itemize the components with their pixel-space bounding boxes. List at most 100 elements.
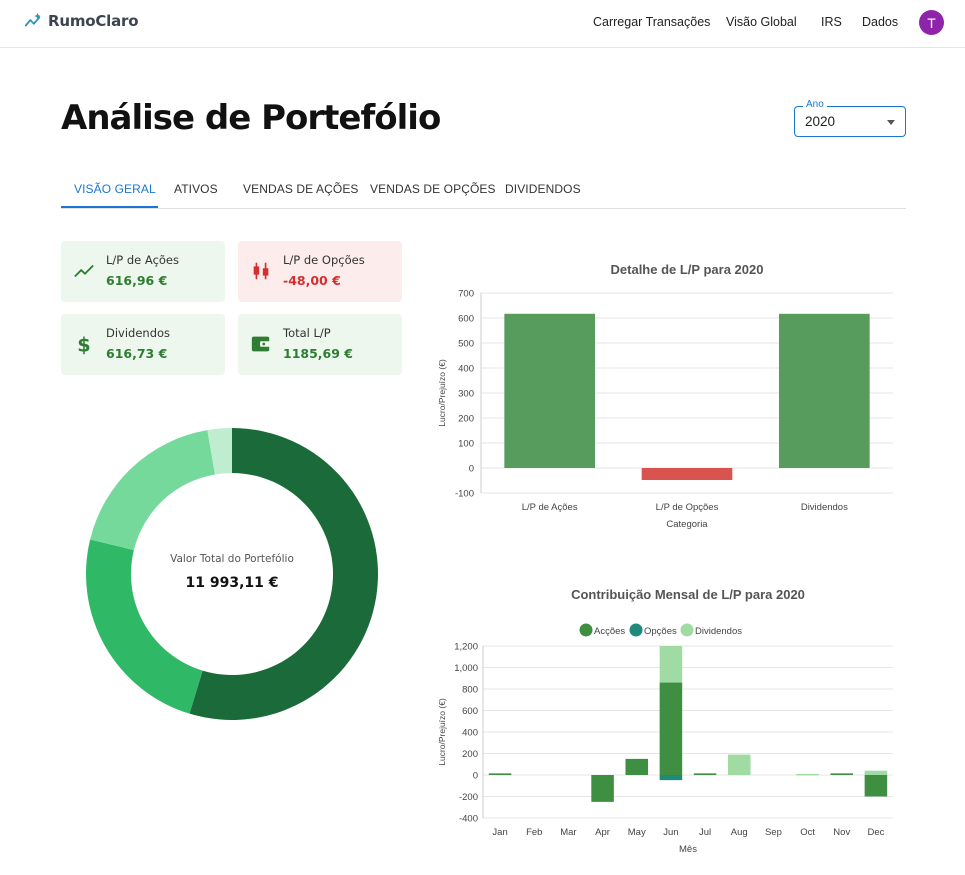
kpi-card-lp-acoes: L/P de Ações 616,96 € [61, 241, 225, 302]
y-tick-label: 0 [473, 771, 478, 782]
tab-bar: VISÃO GERAL ATIVOS VENDAS DE AÇÕES VENDA… [61, 170, 906, 209]
x-axis-label: Mês [679, 844, 697, 855]
y-tick-label: 200 [462, 749, 478, 760]
bar-segment [488, 773, 512, 775]
x-tick-label: Oct [800, 827, 815, 838]
y-tick-label: 300 [458, 389, 474, 400]
legend-swatch [579, 623, 593, 637]
kpi-value: 616,96 € [106, 273, 168, 288]
kpi-card-dividendos: $ Dividendos 616,73 € [61, 314, 225, 375]
chart-title: Contribuição Mensal de L/P para 2020 [571, 587, 805, 602]
y-tick-label: 600 [458, 314, 474, 325]
year-select[interactable]: Ano 2020 [794, 99, 906, 137]
legend-label: Dividendos [695, 626, 742, 637]
y-tick-label: 600 [462, 706, 478, 717]
x-tick-label: Aug [731, 827, 748, 838]
bar-segment [864, 770, 888, 775]
x-tick-label: Jun [663, 827, 678, 838]
tab-dividendos[interactable]: DIVIDENDOS [505, 182, 581, 196]
legend-label: Opções [644, 626, 677, 637]
y-tick-label: 800 [462, 685, 478, 696]
x-tick-label: L/P de Ações [522, 502, 578, 513]
kpi-value: 616,73 € [106, 346, 168, 361]
y-tick-label: -400 [459, 814, 478, 825]
bar [641, 468, 733, 480]
nav-link-visao-global[interactable]: Visão Global [726, 15, 797, 29]
y-tick-label: 400 [458, 364, 474, 375]
donut-slice [189, 428, 378, 720]
bar-segment [727, 754, 751, 775]
brand-name: RumoClaro [48, 12, 139, 30]
monthly-contribution-bar-chart: Contribuição Mensal de L/P para 2020 Acçõ… [437, 587, 893, 855]
donut-slice [86, 539, 203, 714]
x-tick-label: L/P de Opções [656, 502, 719, 513]
x-axis-label: Categoria [666, 519, 708, 530]
donut-slice [90, 430, 215, 551]
tab-ativos[interactable]: ATIVOS [174, 182, 218, 196]
bar-segment [796, 773, 819, 776]
tab-vendas-de-acoes[interactable]: VENDAS DE AÇÕES [243, 182, 359, 196]
bar-segment [659, 775, 683, 781]
bar-segment [830, 773, 854, 775]
tab-vendas-de-opcoes[interactable]: VENDAS DE OPÇÕES [370, 182, 496, 196]
nav-link-dados[interactable]: Dados [862, 15, 899, 29]
legend-swatch [629, 623, 643, 637]
x-tick-label: Sep [765, 827, 782, 838]
nav-link-irs[interactable]: IRS [821, 15, 842, 29]
bar-segment [591, 775, 614, 802]
y-tick-label: 1,200 [454, 642, 478, 653]
y-tick-label: 1,000 [454, 663, 478, 674]
y-tick-label: 100 [458, 439, 474, 450]
legend-label: Acções [594, 626, 625, 637]
bar [779, 313, 870, 468]
sparkle-chart-icon [24, 12, 41, 27]
tab-active-indicator [61, 206, 158, 208]
x-tick-label: Dividendos [801, 502, 848, 513]
brand-logo[interactable]: RumoClaro [24, 12, 139, 30]
x-tick-label: Dec [867, 827, 884, 838]
x-tick-label: Apr [595, 827, 610, 838]
y-axis-label: Lucro/Prejuízo (€) [437, 359, 447, 427]
y-tick-label: -200 [459, 792, 478, 803]
tab-visao-geral[interactable]: VISÃO GERAL [74, 182, 156, 196]
page-title: Análise de Portefólio [61, 98, 441, 138]
kpi-card-total-lp: Total L/P 1185,69 € [238, 314, 402, 375]
kpi-label: Total L/P [283, 326, 331, 340]
legend-swatch [680, 623, 694, 637]
top-nav-bar: RumoClaro Carregar Transações Visão Glob… [0, 0, 965, 48]
dollar-icon: $ [77, 333, 90, 355]
y-tick-label: -100 [455, 489, 474, 500]
y-tick-label: 0 [469, 464, 474, 475]
wallet-icon [251, 336, 271, 352]
y-tick-label: 700 [458, 289, 474, 300]
y-axis-label: Lucro/Prejuízo (€) [437, 698, 447, 766]
svg-text:$: $ [77, 333, 90, 355]
kpi-label: Dividendos [106, 326, 171, 340]
donut-center-value: 11 993,11 € [185, 575, 279, 591]
donut-slice [207, 428, 232, 475]
x-tick-label: May [628, 827, 646, 838]
kpi-card-lp-opcoes: L/P de Opções -48,00 € [238, 241, 402, 302]
y-tick-label: 500 [458, 339, 474, 350]
x-tick-label: Mar [560, 827, 576, 838]
bar [504, 313, 595, 468]
chart-title: Detalhe de L/P para 2020 [611, 262, 764, 277]
y-tick-label: 200 [458, 414, 474, 425]
year-select-value: 2020 [805, 114, 836, 129]
user-avatar[interactable]: T [919, 10, 944, 35]
candlestick-icon [253, 262, 269, 280]
nav-link-carregar-transacoes[interactable]: Carregar Transações [593, 15, 711, 29]
year-select-label: Ano [803, 99, 827, 110]
bar-segment [625, 758, 649, 775]
portfolio-donut-chart [86, 428, 378, 720]
y-tick-label: 400 [462, 728, 478, 739]
bar-segment [659, 646, 683, 683]
lp-detail-bar-chart: Detalhe de L/P para 2020 700 600 500 400 300 2… [437, 262, 893, 530]
x-tick-label: Nov [833, 827, 850, 838]
chevron-down-icon [887, 120, 895, 125]
kpi-value: -48,00 € [283, 273, 341, 288]
x-tick-label: Feb [526, 827, 542, 838]
bar-segment [659, 682, 683, 775]
bar-segment [693, 773, 717, 775]
x-tick-label: Jul [699, 827, 711, 838]
